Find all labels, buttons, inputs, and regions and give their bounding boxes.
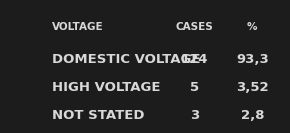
Text: NOT STATED: NOT STATED — [52, 109, 145, 122]
Text: %: % — [247, 22, 258, 32]
Text: VOLTAGE: VOLTAGE — [52, 22, 104, 32]
Text: 2,8: 2,8 — [240, 109, 264, 122]
Text: HIGH VOLTAGE: HIGH VOLTAGE — [52, 81, 161, 94]
Text: CASES: CASES — [175, 22, 213, 32]
Text: 3,52: 3,52 — [236, 81, 269, 94]
Text: 3: 3 — [190, 109, 199, 122]
Text: 124: 124 — [181, 53, 208, 66]
Text: 5: 5 — [190, 81, 199, 94]
Text: 93,3: 93,3 — [236, 53, 269, 66]
Text: DOMESTIC VOLTAGE: DOMESTIC VOLTAGE — [52, 53, 201, 66]
